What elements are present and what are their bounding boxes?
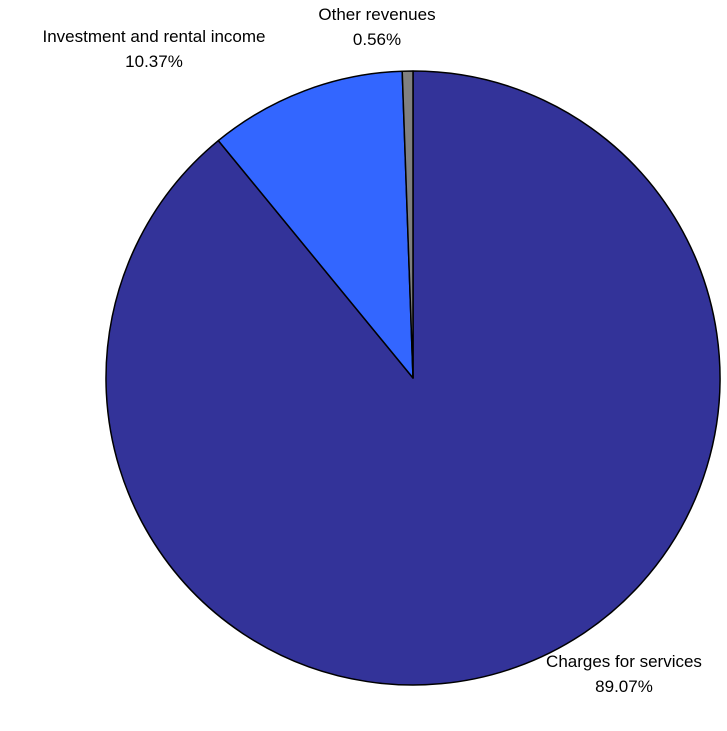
pie-slice-other-revenues xyxy=(401,70,414,379)
pie-slice-investment-and-rental-income xyxy=(217,70,414,379)
slice-label-investment-and-rental-income: Investment and rental income xyxy=(42,27,265,46)
slice-value-label-charges-for-services: 89.07% xyxy=(595,677,653,696)
slice-value-label-other-revenues: 0.56% xyxy=(353,30,401,49)
slice-value-label-investment-and-rental-income: 10.37% xyxy=(125,52,183,71)
slice-label-charges-for-services: Charges for services xyxy=(546,652,702,671)
pie-labels: Charges for services 89.07% Investment and… xyxy=(42,5,701,696)
slice-label-other-revenues: Other revenues xyxy=(318,5,435,24)
pie-slices xyxy=(105,70,721,686)
